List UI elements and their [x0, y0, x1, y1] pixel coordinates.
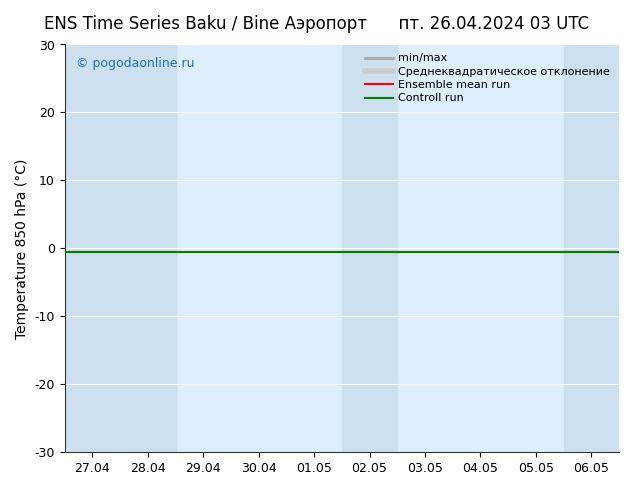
Text: © pogodaonline.ru: © pogodaonline.ru — [75, 57, 194, 70]
Text: ENS Time Series Baku / Bine Аэропорт      пт. 26.04.2024 03 UTC: ENS Time Series Baku / Bine Аэропорт пт.… — [44, 15, 590, 33]
Legend: min/max, Среднеквадратическое отклонение, Ensemble mean run, Controll run: min/max, Среднеквадратическое отклонение… — [361, 50, 614, 107]
Bar — [564, 45, 619, 452]
Bar — [342, 45, 398, 452]
Bar — [120, 45, 176, 452]
Bar — [65, 45, 120, 452]
Y-axis label: Temperature 850 hPa (°C): Temperature 850 hPa (°C) — [15, 158, 29, 339]
